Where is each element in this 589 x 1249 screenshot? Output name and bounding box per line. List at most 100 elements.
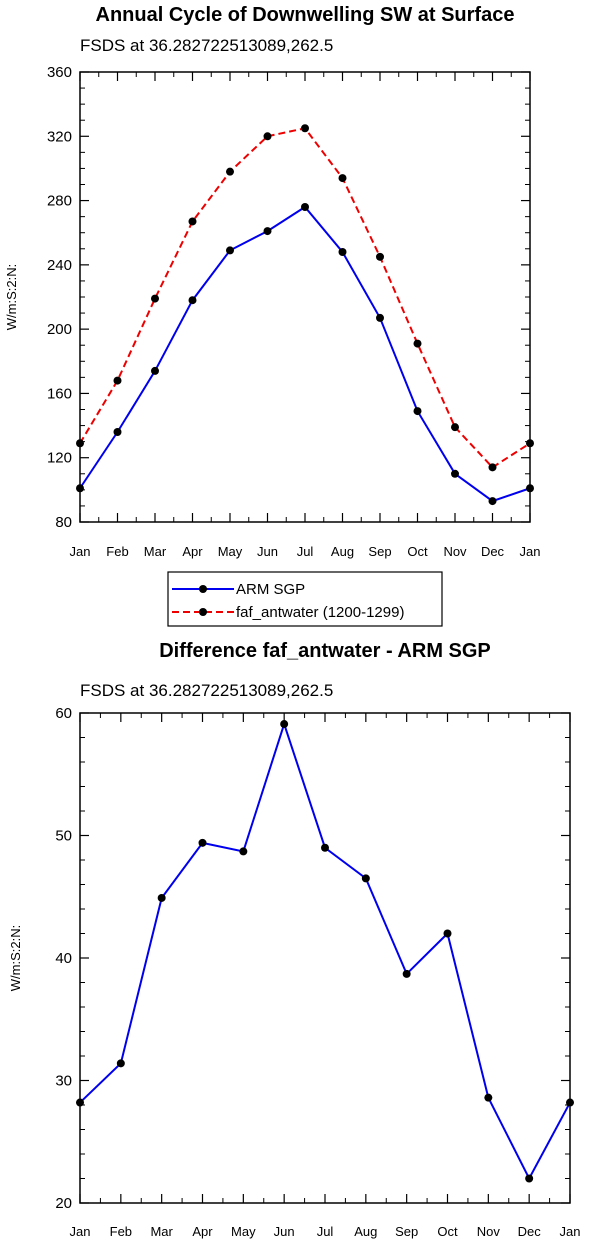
y-tick-label: 160 [47, 385, 72, 402]
legend-label-faf-antwater: faf_antwater (1200-1299) [236, 604, 404, 621]
x-tick-label: Jun [257, 544, 278, 559]
series-0-point [76, 1098, 84, 1107]
x-tick-label: May [231, 1224, 256, 1239]
series-0-point [566, 1098, 574, 1107]
series-1-point [226, 167, 234, 176]
series-0-point [280, 720, 289, 729]
x-tick-label: Sep [368, 544, 391, 559]
series-0-point [361, 874, 370, 883]
series-0-point [376, 313, 384, 322]
series-1-point [451, 423, 459, 432]
y-tick-label: 320 [47, 128, 72, 145]
x-tick-label: Apr [192, 1224, 213, 1239]
chart2-y-tick-labels: 20 30 40 50 60 [55, 705, 72, 1212]
series-0-point [526, 484, 534, 493]
chart2-x-tick-labels: Jan Feb Mar Apr May Jun Jul Aug Sep Oct Nov Dec Jan [70, 1224, 581, 1239]
chart2-title: Difference faf_antwater - ARM SGP [159, 640, 491, 662]
legend-marker-arm-sgp [199, 585, 207, 593]
chart2-series [76, 720, 574, 1183]
x-tick-label: Oct [437, 1224, 458, 1239]
chart2-axes [79, 712, 571, 1204]
y-tick-label: 120 [47, 450, 72, 467]
x-tick-label: Jul [297, 544, 314, 559]
series-1-point [526, 439, 534, 448]
x-tick-label: Jun [274, 1224, 295, 1239]
x-tick-label: Oct [407, 544, 428, 559]
x-tick-label: Jan [560, 1224, 581, 1239]
difference-chart: Difference faf_antwater - ARM SGP FSDS a… [8, 640, 580, 1239]
x-tick-label: Mar [150, 1224, 173, 1239]
y-tick-label: 240 [47, 257, 72, 274]
chart1-axes [79, 71, 531, 523]
x-tick-label: Nov [443, 544, 467, 559]
series-0-point [321, 843, 329, 852]
series-0-point [157, 893, 166, 902]
y-tick-label: 50 [55, 828, 72, 845]
y-tick-label: 360 [47, 64, 72, 81]
series-0-point [116, 1059, 125, 1068]
series-0-point [198, 838, 207, 847]
x-tick-label: Nov [477, 1224, 501, 1239]
y-tick-label: 80 [55, 514, 72, 531]
annual-cycle-chart: Annual Cycle of Downwelling SW at Surfac… [4, 4, 541, 627]
y-tick-label: 200 [47, 321, 72, 338]
series-1-point [113, 376, 122, 385]
x-tick-label: Mar [144, 544, 167, 559]
chart1-series [76, 124, 534, 506]
x-tick-label: Jan [520, 544, 541, 559]
x-tick-label: Apr [182, 544, 203, 559]
chart1-x-tick-labels: Jan Feb Mar Apr May Jun Jul Aug Sep Oct Nov Dec Jan [70, 544, 541, 559]
series-0-point [188, 296, 197, 305]
x-tick-label: Sep [395, 1224, 418, 1239]
plot-frame [79, 71, 531, 523]
series-line-0 [79, 205, 531, 503]
series-1-point [151, 294, 159, 303]
legend-label-arm-sgp: ARM SGP [236, 581, 305, 598]
series-1-point [188, 217, 197, 226]
series-0-point [338, 248, 347, 256]
plot-frame [79, 712, 571, 1204]
series-0-point [413, 407, 422, 416]
series-0-point [151, 366, 159, 375]
chart1-y-tick-labels: 80 120 160 200 240 280 320 360 [47, 64, 72, 531]
x-tick-label: Dec [518, 1224, 542, 1239]
chart2-subtitle: FSDS at 36.282722513089,262.5 [80, 681, 333, 700]
series-1-point [488, 463, 497, 472]
series-0-point [488, 497, 497, 506]
legend-box [167, 571, 443, 627]
chart1-y-axis-label: W/m:S:2:N: [4, 264, 19, 330]
series-1-point [301, 124, 309, 133]
chart1-title: Annual Cycle of Downwelling SW at Surfac… [96, 4, 515, 26]
x-tick-label: Feb [110, 1224, 132, 1239]
series-0-point [113, 428, 122, 436]
legend-marker-faf-antwater [199, 608, 207, 616]
series-0-point [239, 847, 248, 856]
series-0-point [443, 929, 452, 938]
series-0-point [226, 246, 234, 255]
x-tick-label: Jul [317, 1224, 334, 1239]
series-0-point [525, 1174, 534, 1183]
x-tick-label: May [218, 544, 243, 559]
chart1-legend: ARM SGP faf_antwater (1200-1299) [167, 571, 443, 627]
series-1-point [338, 174, 347, 183]
series-1-point [263, 132, 272, 141]
series-1-point [413, 339, 422, 348]
x-tick-label: Jan [70, 1224, 91, 1239]
series-1-point [376, 252, 384, 261]
x-tick-label: Jan [70, 544, 91, 559]
y-tick-label: 60 [55, 705, 72, 722]
x-tick-label: Aug [354, 1224, 377, 1239]
y-tick-label: 20 [55, 1195, 72, 1212]
chart1-subtitle: FSDS at 36.282722513089,262.5 [80, 36, 333, 55]
y-tick-label: 30 [55, 1073, 72, 1090]
series-0-point [484, 1093, 493, 1102]
series-0-point [301, 203, 309, 211]
x-tick-label: Aug [331, 544, 354, 559]
chart2-y-axis-label: W/m:S:2:N: [8, 925, 23, 991]
y-tick-label: 280 [47, 193, 72, 210]
series-1-point [76, 439, 84, 448]
y-tick-label: 40 [55, 950, 72, 967]
x-tick-label: Feb [106, 544, 128, 559]
series-line-0 [79, 720, 571, 1181]
